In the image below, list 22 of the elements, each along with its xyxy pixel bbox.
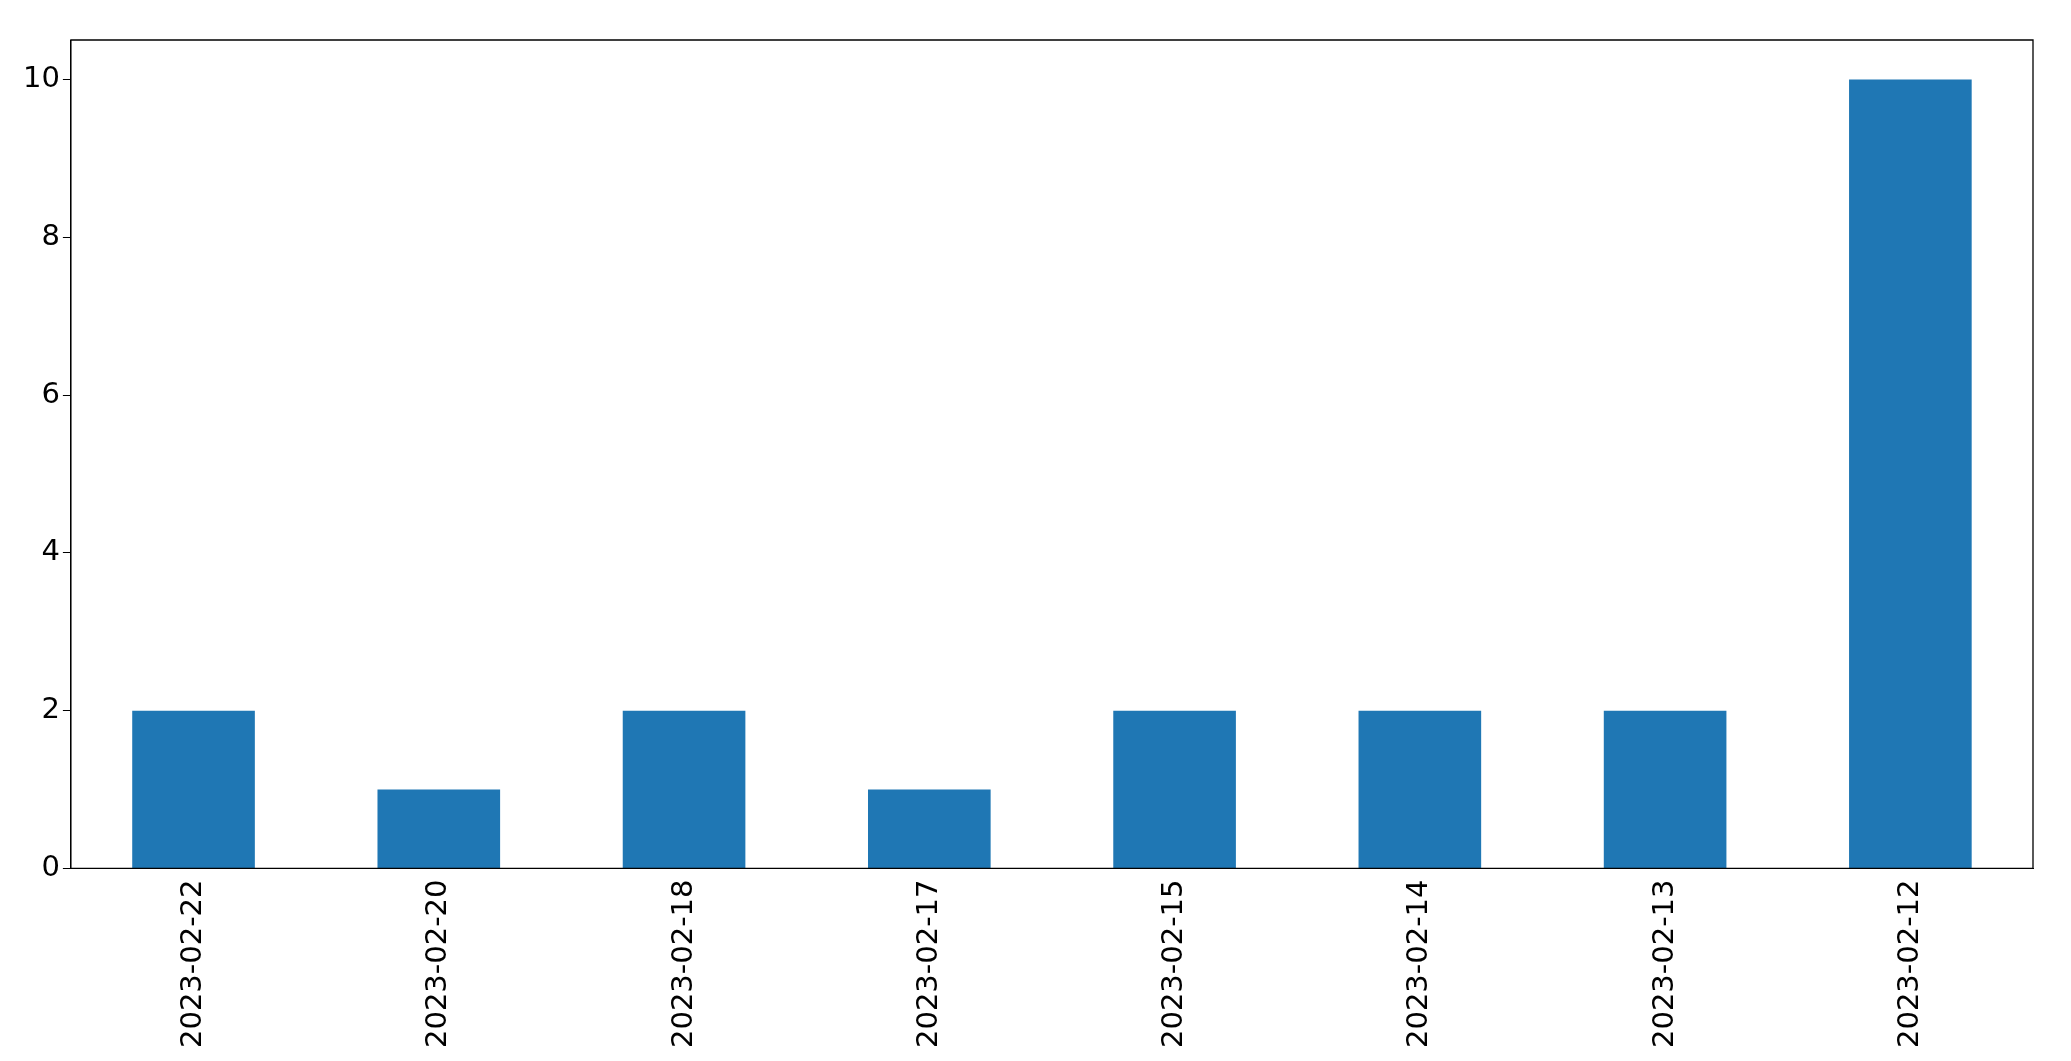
y-tick-label: 10 [23, 59, 60, 94]
bar [622, 710, 746, 868]
x-tick-label: 2023-02-13 [1645, 879, 1680, 1049]
bar [1358, 710, 1482, 868]
y-tick-label: 6 [41, 375, 60, 410]
y-tick-label: 8 [41, 217, 60, 252]
bar [1113, 710, 1236, 868]
bar [1603, 710, 1727, 868]
x-tick-label: 2023-02-18 [664, 879, 699, 1049]
x-tick-label: 2023-02-15 [1155, 879, 1190, 1049]
x-tick-label: 2023-02-22 [174, 879, 209, 1049]
bar [377, 789, 501, 868]
x-tick-label: 2023-02-12 [1890, 879, 1925, 1049]
x-tick-label: 2023-02-14 [1400, 879, 1435, 1049]
x-tick-label: 2023-02-20 [419, 879, 454, 1049]
bar [1849, 79, 1972, 868]
bar [132, 710, 255, 868]
x-tick-label: 2023-02-17 [909, 879, 944, 1049]
y-tick-label: 2 [41, 691, 60, 726]
y-tick-label: 0 [41, 849, 60, 883]
y-tick-label: 4 [41, 533, 60, 568]
bar [868, 789, 991, 868]
